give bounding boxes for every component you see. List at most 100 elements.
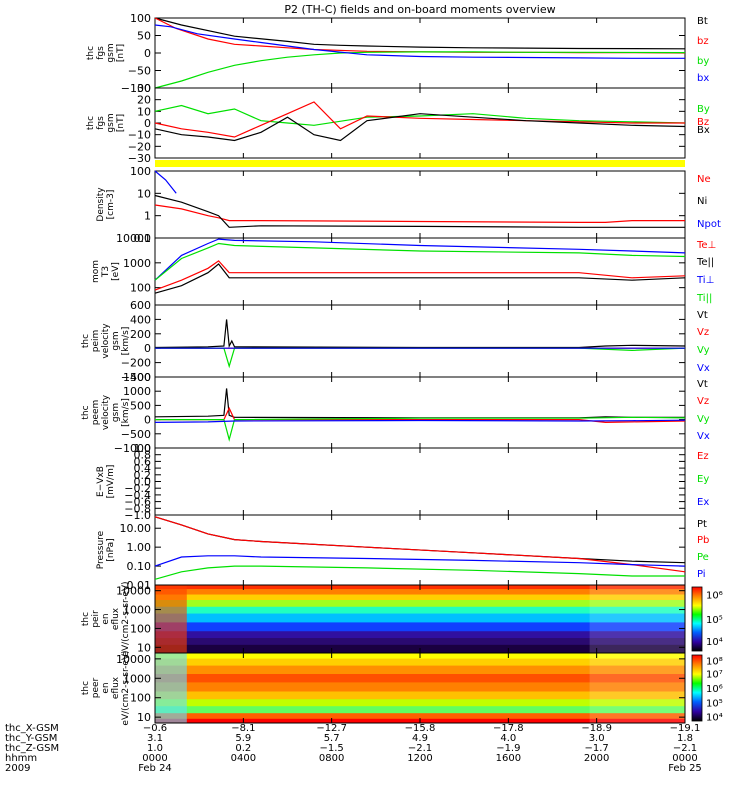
spectrogram-band [155, 699, 685, 707]
x-tick-label: 0000 [142, 753, 167, 764]
y-tick-label: 100 [130, 622, 151, 635]
series-Ti⊥ [154, 238, 686, 281]
panel-pressure: 10.00 1.00 0.10 0.01 Pressure[nPa] Pt Pb Pe Pi [96, 514, 709, 592]
panel-peir-en-eflux: 10⁶ 10⁵ 10⁴ 10000 1000 100 10 thcpeirenefluxeV/… [81, 581, 723, 656]
y-tick-label: 0.10 [127, 560, 152, 573]
y-tick-label: −0.6 [124, 496, 151, 509]
legend-Ez: Ez [697, 451, 709, 462]
panel-density: 100 10 1 0.1 Density[cm-3] Ne Ni Npot [96, 165, 721, 245]
series-bz [154, 17, 686, 54]
legend-Bx: Bx [697, 125, 710, 136]
x-tick-label: −2.1 [408, 743, 432, 754]
spectrogram-band [155, 613, 685, 623]
x-tick-label: −8.1 [231, 723, 255, 734]
spectrogram-band [155, 665, 685, 675]
y-tick-label: 100 [130, 282, 151, 295]
y-tick-label: 1500 [123, 371, 151, 384]
spectrogram-band [155, 622, 685, 632]
legend-Ti⊥: Ti⊥ [696, 275, 714, 286]
x-tick-label: 5.7 [324, 733, 340, 744]
y-tick-label: 50 [137, 30, 151, 43]
legend-Te⊥: Te⊥ [696, 240, 716, 251]
y-tick-label: 1.00 [127, 541, 152, 554]
series-Vy [155, 347, 686, 369]
legend-bx: bx [697, 73, 709, 84]
series-Pb [154, 516, 686, 573]
x-tick-label: −1.9 [496, 743, 520, 754]
x-tick-label: 1.8 [677, 733, 693, 744]
y-tick-label: 100 [130, 165, 151, 178]
series-bx [154, 24, 685, 59]
y-tick-label: 0 [144, 342, 151, 355]
y-tick-label: 20 [137, 94, 151, 107]
y-tick-label: −1000 [114, 442, 151, 455]
colorbar-tick-label: 10⁵ [706, 699, 723, 710]
x-tick-label: −19.1 [670, 723, 701, 734]
spectrogram-transition [155, 585, 187, 653]
y-axis-label: thcfgsgsm[nT] [86, 113, 126, 132]
series-Te⊥ [154, 260, 686, 291]
legend-Te||: Te|| [696, 257, 714, 268]
y-tick-label: −20 [128, 140, 151, 153]
y-axis-label: momT3[eV] [91, 260, 121, 283]
legend-bz: bz [697, 36, 709, 47]
spectrogram-band [155, 631, 685, 639]
spectrogram-band [155, 606, 685, 615]
x-tick-label: 4.9 [412, 733, 428, 744]
legend-By: By [697, 104, 710, 115]
y-tick-label: 0.2 [134, 469, 152, 482]
spectrogram-band [155, 691, 685, 700]
series-Bz [154, 101, 685, 138]
series-Bt [154, 17, 686, 50]
y-tick-label: 10.00 [120, 522, 152, 535]
colorbar-tick-label: 10⁶ [706, 684, 723, 695]
spectrogram-band [155, 594, 685, 601]
legend-Bt: Bt [697, 16, 708, 27]
y-tick-label: 0.1 [134, 232, 152, 245]
legend-Bz: Bz [697, 117, 709, 128]
y-tick-label: 30 [137, 82, 151, 95]
colorbar-tick-label: 10⁸ [706, 656, 723, 667]
series-By [154, 104, 686, 126]
spectrogram-band [155, 599, 685, 608]
series-Npot [154, 170, 177, 194]
y-tick-label: 1.0 [134, 442, 152, 455]
y-tick-label: −200 [121, 357, 151, 370]
x-tick-label: −15.8 [405, 723, 436, 734]
legend-Pi: Pi [697, 569, 706, 580]
x-tick-label: 1600 [496, 753, 521, 764]
y-tick-label: 1 [144, 210, 151, 223]
series-Te|| [154, 263, 686, 294]
legend-Vt: Vt [697, 379, 708, 390]
spectrogram-noisy [589, 585, 685, 653]
panel-frame [154, 447, 686, 516]
y-axis-label: thcfgsgsm[nT] [86, 43, 126, 62]
y-tick-label: 0.01 [127, 579, 152, 592]
y-tick-label: 0.6 [134, 455, 152, 468]
colorbar-tick-label: 10⁴ [706, 637, 723, 648]
y-tick-label: 10000 [116, 585, 151, 598]
y-axis-label: Pressure[nPa] [96, 530, 116, 569]
spectrogram [155, 585, 685, 653]
x-axis-row-label: thc_Y-GSM [5, 733, 57, 744]
x-tick-label: −18.9 [581, 723, 612, 734]
colorbar-tick-label: 10⁴ [706, 712, 723, 723]
x-tick-label: 3.0 [589, 733, 605, 744]
series-Pi [154, 555, 686, 567]
spectrogram-band [155, 674, 685, 683]
x-axis-row-label: 2009 [5, 763, 30, 774]
y-tick-label: 100 [130, 12, 151, 25]
x-tick-label: 0000 [672, 753, 697, 764]
y-axis-label: E−VxB[mV/m] [96, 465, 116, 499]
x-tick-label: 4.0 [500, 733, 516, 744]
x-tick-label: −1.5 [320, 743, 344, 754]
y-tick-label: 0.8 [134, 449, 152, 462]
y-tick-label: 1000 [123, 257, 151, 270]
colorbar-tick-label: 10⁶ [706, 591, 723, 602]
series-Vt [154, 388, 685, 419]
panel-frame [154, 304, 686, 378]
series-by [154, 51, 686, 89]
